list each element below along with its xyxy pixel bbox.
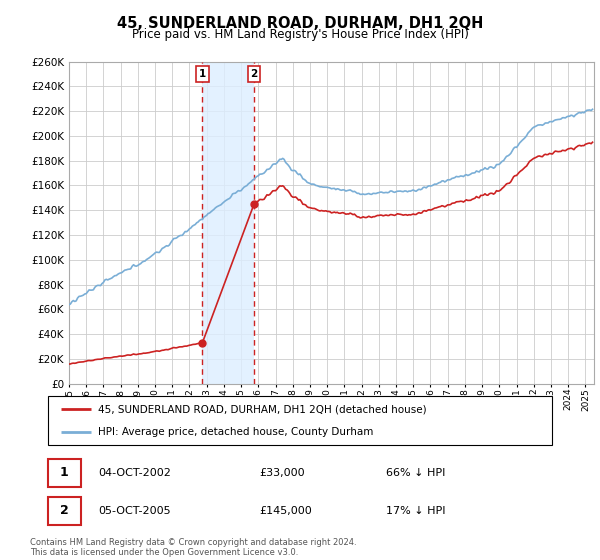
Text: 45, SUNDERLAND ROAD, DURHAM, DH1 2QH: 45, SUNDERLAND ROAD, DURHAM, DH1 2QH xyxy=(117,16,483,31)
FancyBboxPatch shape xyxy=(48,396,552,445)
Text: 1: 1 xyxy=(60,466,69,479)
Text: 05-OCT-2005: 05-OCT-2005 xyxy=(98,506,171,516)
Text: 45, SUNDERLAND ROAD, DURHAM, DH1 2QH (detached house): 45, SUNDERLAND ROAD, DURHAM, DH1 2QH (de… xyxy=(98,404,427,414)
Text: Price paid vs. HM Land Registry's House Price Index (HPI): Price paid vs. HM Land Registry's House … xyxy=(131,28,469,41)
Text: 2: 2 xyxy=(250,69,257,79)
FancyBboxPatch shape xyxy=(48,497,81,525)
Text: £33,000: £33,000 xyxy=(260,468,305,478)
Text: £145,000: £145,000 xyxy=(260,506,313,516)
Text: HPI: Average price, detached house, County Durham: HPI: Average price, detached house, Coun… xyxy=(98,427,374,437)
Text: 04-OCT-2002: 04-OCT-2002 xyxy=(98,468,171,478)
Text: Contains HM Land Registry data © Crown copyright and database right 2024.
This d: Contains HM Land Registry data © Crown c… xyxy=(30,538,356,557)
Text: 66% ↓ HPI: 66% ↓ HPI xyxy=(386,468,445,478)
Text: 17% ↓ HPI: 17% ↓ HPI xyxy=(386,506,445,516)
Text: 2: 2 xyxy=(60,505,69,517)
FancyBboxPatch shape xyxy=(48,459,81,487)
Text: 1: 1 xyxy=(199,69,206,79)
Bar xyxy=(202,62,254,384)
